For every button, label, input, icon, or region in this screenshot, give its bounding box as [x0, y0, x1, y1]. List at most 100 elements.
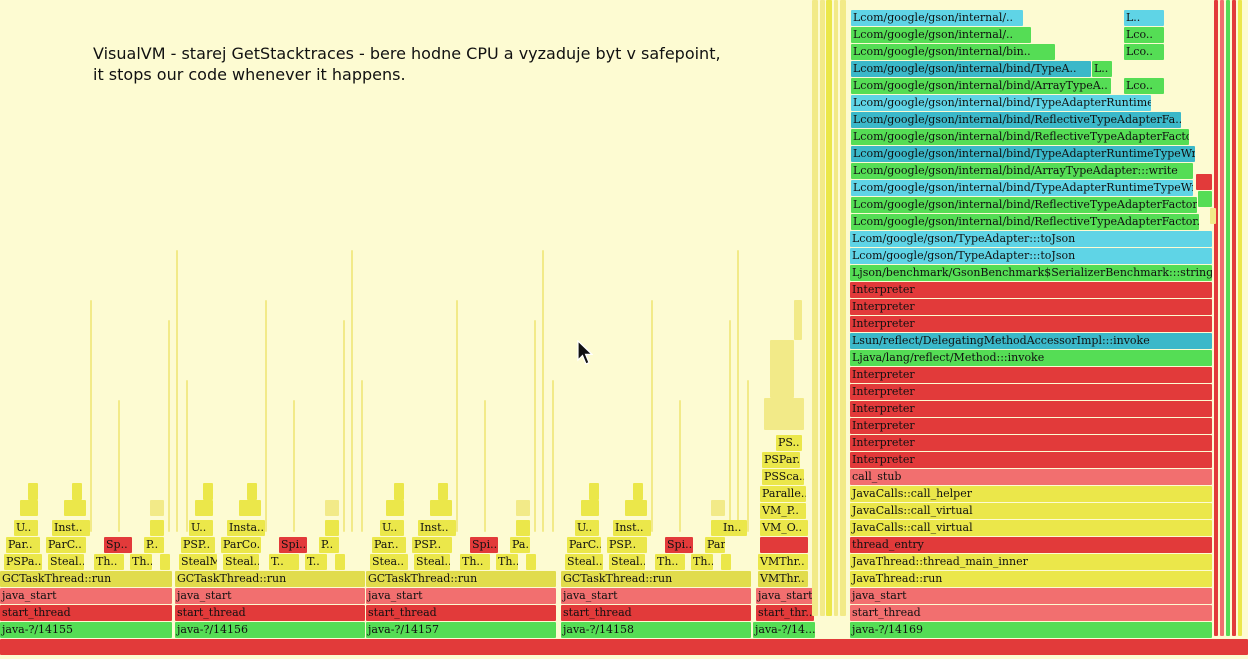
vm-frame[interactable]: PSPar..: [762, 452, 800, 468]
gc-frame[interactable]: ParCo..: [221, 537, 261, 553]
gc-frame[interactable]: Steal..: [48, 554, 84, 570]
gc-frame[interactable]: PSP..: [181, 537, 215, 553]
main-stack-frame[interactable]: Lcom/google/gson/internal/bind/ArrayType…: [851, 78, 1111, 94]
vm-frame[interactable]: [760, 537, 808, 553]
root-frame[interactable]: [0, 639, 1248, 655]
gc-frame[interactable]: PSPa..: [4, 554, 42, 570]
side-frame[interactable]: L..: [1092, 61, 1112, 77]
gc-frame[interactable]: Inst..: [52, 520, 90, 536]
vm-frame[interactable]: VM_P..: [760, 503, 806, 519]
main-stack-frame[interactable]: Lcom/google/gson/internal/..: [851, 27, 1031, 43]
vm-frame[interactable]: PSSca..: [762, 469, 804, 485]
gc-frame[interactable]: Th..: [94, 554, 124, 570]
side-frame[interactable]: L..: [1124, 10, 1164, 26]
gc-frame[interactable]: Spi..: [665, 537, 693, 553]
main-stack-frame[interactable]: Ljson/benchmark/GsonBenchmark$Serializer…: [850, 265, 1212, 281]
vm-frame[interactable]: VMThr..: [758, 571, 808, 587]
main-stack-frame[interactable]: Lcom/google/gson/TypeAdapter:::toJson: [850, 231, 1212, 247]
main-stack-frame[interactable]: Lcom/google/gson/internal/bind/TypeAdapt…: [851, 146, 1195, 162]
gc-frame[interactable]: Par..: [372, 537, 406, 553]
main-stack-frame[interactable]: Interpreter: [850, 367, 1212, 383]
gc-frame[interactable]: [516, 520, 530, 536]
gc-task-frame[interactable]: GCTaskThread::run: [366, 571, 556, 587]
side-frame[interactable]: Lco..: [1124, 78, 1164, 94]
thread-frame[interactable]: java-?/14156: [175, 622, 365, 638]
vm-frame[interactable]: PS..: [776, 435, 802, 451]
java-start-frame[interactable]: java_start: [561, 588, 751, 604]
start-thread-frame[interactable]: start_thread: [561, 605, 751, 621]
vm-frame[interactable]: Paralle..: [760, 486, 806, 502]
gc-frame[interactable]: U..: [14, 520, 38, 536]
main-stack-frame[interactable]: Lcom/google/gson/internal/bin..: [851, 44, 1055, 60]
main-stack-frame[interactable]: Interpreter: [850, 299, 1212, 315]
gc-frame[interactable]: Par..: [6, 537, 40, 553]
start-thread-frame[interactable]: start_thr..: [756, 605, 814, 621]
main-stack-frame[interactable]: Interpreter: [850, 401, 1212, 417]
gc-frame[interactable]: Steal..: [565, 554, 603, 570]
gc-frame[interactable]: Steal..: [609, 554, 645, 570]
main-stack-frame[interactable]: start_thread: [850, 605, 1212, 621]
gc-frame[interactable]: PSP..: [607, 537, 647, 553]
main-stack-frame[interactable]: java-?/14169: [850, 622, 1212, 638]
main-stack-frame[interactable]: Lcom/google/gson/internal/..: [851, 10, 1023, 26]
gc-frame[interactable]: Spi..: [470, 537, 498, 553]
start-thread-frame[interactable]: start_thread: [0, 605, 172, 621]
main-stack-frame[interactable]: Interpreter: [850, 384, 1212, 400]
start-thread-frame[interactable]: start_thread: [366, 605, 556, 621]
java-start-frame[interactable]: java_start: [0, 588, 172, 604]
main-stack-frame[interactable]: Lcom/google/gson/internal/bind/TypeAdapt…: [851, 180, 1193, 196]
gc-frame[interactable]: ParC..: [46, 537, 86, 553]
main-stack-frame[interactable]: JavaCalls::call_virtual: [850, 520, 1212, 536]
main-stack-frame[interactable]: Interpreter: [850, 418, 1212, 434]
gc-frame[interactable]: P..: [319, 537, 339, 553]
gc-frame[interactable]: Th..: [460, 554, 490, 570]
main-stack-frame[interactable]: Lcom/google/gson/internal/bind/ArrayType…: [851, 163, 1193, 179]
gc-frame[interactable]: T..: [269, 554, 299, 570]
gc-frame[interactable]: [335, 554, 345, 570]
gc-frame[interactable]: Pa..: [510, 537, 530, 553]
gc-frame[interactable]: [721, 554, 731, 570]
main-stack-frame[interactable]: Lcom/google/gson/internal/bind/TypeAdapt…: [851, 95, 1151, 111]
main-stack-frame[interactable]: java_start: [850, 588, 1212, 604]
start-thread-frame[interactable]: start_thread: [175, 605, 365, 621]
gc-frame[interactable]: Inst..: [613, 520, 651, 536]
main-stack-frame[interactable]: Lcom/google/gson/internal/bind/Reflectiv…: [851, 197, 1197, 213]
main-stack-frame[interactable]: Interpreter: [850, 316, 1212, 332]
gc-frame[interactable]: U..: [189, 520, 213, 536]
gc-task-frame[interactable]: GCTaskThread::run: [561, 571, 751, 587]
gc-frame[interactable]: Stea..: [370, 554, 408, 570]
gc-frame[interactable]: Sp..: [104, 537, 132, 553]
gc-frame[interactable]: StealM..: [179, 554, 217, 570]
main-stack-frame[interactable]: call_stub: [850, 469, 1212, 485]
main-stack-frame[interactable]: JavaThread::thread_main_inner: [850, 554, 1212, 570]
thread-frame[interactable]: java-?/14...: [753, 622, 815, 638]
thread-frame[interactable]: java-?/14155: [0, 622, 172, 638]
vm-frame[interactable]: VM_O..: [760, 520, 808, 536]
gc-task-frame[interactable]: GCTaskThread::run: [175, 571, 365, 587]
vm-frame[interactable]: VMThr..: [758, 554, 808, 570]
main-stack-frame[interactable]: Lcom/google/gson/internal/bind/TypeA..: [851, 61, 1091, 77]
side-frame[interactable]: Lco..: [1124, 44, 1164, 60]
main-stack-frame[interactable]: JavaCalls::call_helper: [850, 486, 1212, 502]
gc-frame[interactable]: Steal..: [223, 554, 259, 570]
main-stack-frame[interactable]: Ljava/lang/reflect/Method:::invoke: [850, 350, 1212, 366]
gc-frame[interactable]: [150, 520, 164, 536]
main-stack-frame[interactable]: Lsun/reflect/DelegatingMethodAccessorImp…: [850, 333, 1212, 349]
main-stack-frame[interactable]: Interpreter: [850, 452, 1212, 468]
gc-frame[interactable]: [325, 520, 339, 536]
thread-frame[interactable]: java-?/14157: [366, 622, 556, 638]
main-stack-frame[interactable]: Lcom/google/gson/internal/bind/Reflectiv…: [851, 129, 1189, 145]
java-start-frame[interactable]: java_start: [366, 588, 556, 604]
gc-frame[interactable]: U..: [575, 520, 599, 536]
main-stack-frame[interactable]: Interpreter: [850, 435, 1212, 451]
gc-frame[interactable]: Inst..: [418, 520, 456, 536]
gc-frame[interactable]: Th..: [496, 554, 518, 570]
gc-frame[interactable]: [160, 554, 170, 570]
main-stack-frame[interactable]: thread_entry: [850, 537, 1212, 553]
gc-frame[interactable]: Spi..: [279, 537, 307, 553]
main-stack-frame[interactable]: JavaThread::run: [850, 571, 1212, 587]
gc-frame[interactable]: Th..: [655, 554, 685, 570]
gc-frame[interactable]: PSP..: [412, 537, 452, 553]
main-stack-frame[interactable]: Lcom/google/gson/internal/bind/Reflectiv…: [851, 214, 1199, 230]
gc-task-frame[interactable]: GCTaskThread::run: [0, 571, 172, 587]
